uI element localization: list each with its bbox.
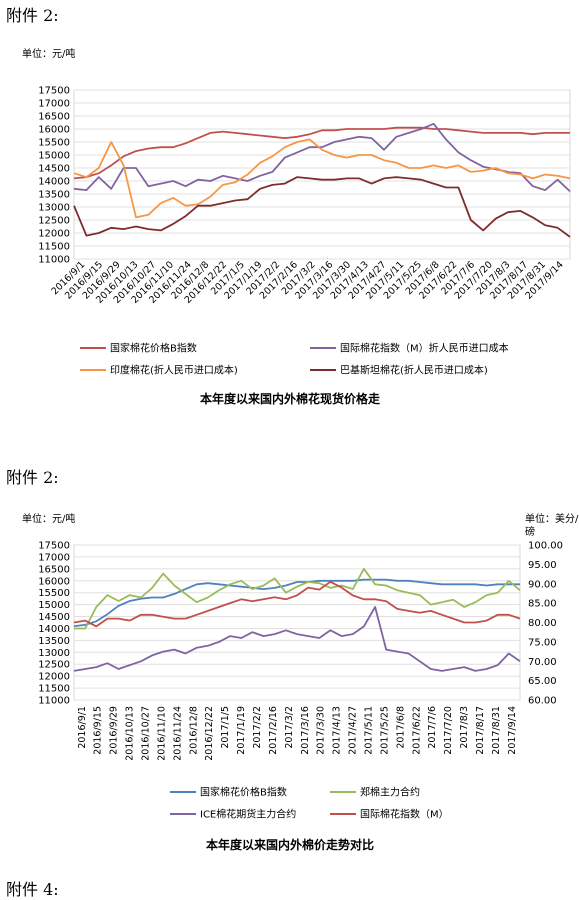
plot-area [73,544,521,701]
y-tick-label: 13000 [38,648,70,659]
x-tick-label: 2017/7/6 [427,706,438,749]
y-tick-label: 16500 [38,112,70,123]
attachment-heading-3: 附件 4: [6,880,59,899]
series-line-3 [73,606,521,672]
y-tick-label: 11500 [38,684,70,695]
spot-price-chart: 单位：元/吨 17500 17000 16500 16000 15500 15000 1450… [22,47,571,406]
y-unit-label: 单位：元/吨 [22,47,75,60]
x-tick-label: 2017/5/11 [363,706,374,755]
y-unit-label: 单位：元/吨 [22,512,75,525]
x-tick-label: 2016/12/22 [204,706,215,761]
x-tick-label: 2017/8/3 [459,706,470,749]
x-tick-label: 2017/8/31 [491,706,502,755]
x-tick-label: 2017/2/16 [268,706,279,755]
series-line-3 [73,138,571,219]
y-right-unit-label: 单位：美分/ [525,512,579,525]
y-tick-label: 16000 [38,125,70,136]
x-tick-label: 2016/11/10 [156,706,167,761]
series-line-4 [73,580,521,628]
y-right-unit-label: 磅 [525,525,535,538]
y-tick-label: 16000 [38,576,70,587]
y-tick-label: 12000 [38,672,70,683]
x-tick-label: 2017/4/13 [332,706,343,755]
x-tick-label: 2017/3/30 [316,706,327,755]
legend-label: 国际棉花指数（M） [360,808,449,821]
y-tick-label: 14000 [38,624,70,635]
x-tick-label: 2017/3/16 [300,706,311,755]
y-right-tick-label: 80.00 [528,618,557,629]
plot-area [73,89,571,260]
y-tick-label: 11500 [38,242,70,253]
y-tick-label: 15500 [38,588,70,599]
y-tick-label: 17500 [38,86,70,97]
x-tick-label: 2016/12/8 [188,706,199,755]
y-tick-label: 13500 [38,190,70,201]
x-tick-label: 2016/11/24 [172,706,183,761]
y-tick-label: 17500 [38,541,70,552]
y-right-tick-label: 60.00 [528,696,557,707]
legend-label: 巴基斯坦棉花(折人民币进口成本) [340,364,488,377]
series-line-2 [74,567,521,630]
y-tick-label: 12500 [38,660,70,671]
y-tick-label: 16500 [38,564,70,575]
y-tick-label: 13000 [38,203,70,214]
y-tick-label: 17000 [38,552,70,563]
series-line-1 [73,126,570,180]
y-right-tick-label: 85.00 [528,599,557,610]
y-tick-label: 14000 [38,177,70,188]
x-tick-label: 2016/9/29 [109,706,120,755]
legend-label: 印度棉花(折人民币进口成本) [110,364,238,377]
chart-title: 本年度以来国内外棉价走势对比 [206,837,374,852]
attachment-heading-2: 附件 2: [6,468,59,487]
x-tick-label: 2017/3/2 [284,706,295,749]
y-tick-label: 14500 [38,612,70,623]
x-tick-label: 2017/5/25 [379,706,390,755]
x-tick-label: 2017/9/14 [507,706,518,755]
x-tick-label: 2016/10/27 [140,706,151,761]
x-tick-label: 2017/1/5 [220,706,231,749]
y-tick-label: 17000 [38,99,70,110]
y-tick-label: 12500 [38,216,70,227]
chart-title: 本年度以来国内外棉花现货价格走 [200,391,380,406]
x-tick-label: 2017/7/20 [443,706,454,755]
series-line-4 [73,176,571,238]
x-tick-label: 2016/9/1 [77,706,88,749]
x-tick-label: 2017/4/27 [348,706,359,755]
x-tick-label: 2017/6/22 [411,706,422,755]
series-line-2 [73,122,571,193]
y-right-tick-label: 70.00 [528,657,557,668]
y-tick-label: 11000 [38,255,70,266]
x-tick-label: 2017/2/2 [252,706,263,749]
x-tick-label: 2017/1/19 [236,706,247,755]
legend-label: 国际棉花指数（M）折人民币进口成本 [340,342,509,355]
price-comparison-chart: 单位：元/吨 单位：美分/磅 175001700016500160001550015… [22,512,579,852]
y-tick-label: 15000 [38,600,70,611]
attachment-heading-1: 附件 2: [6,6,59,25]
x-tick-label: 2017/8/17 [475,706,486,755]
y-tick-label: 12000 [38,229,70,240]
y-tick-label: 14500 [38,164,70,175]
y-right-tick-label: 65.00 [528,676,557,687]
x-tick-label: 2016/10/13 [125,706,136,761]
y-right-tick-label: 100.00 [528,541,563,552]
y-tick-label: 11000 [38,696,70,707]
x-tick-label: 2016/9/15 [93,706,104,755]
legend-label: 国家棉花价格B指数 [200,786,287,799]
series-line-1 [73,578,520,627]
y-right-tick-label: 90.00 [528,579,557,590]
y-tick-label: 15000 [38,151,70,162]
y-right-tick-label: 75.00 [528,637,557,648]
y-tick-label: 13500 [38,636,70,647]
legend-label: ICE棉花期货主力合约 [200,808,296,821]
x-tick-label: 2017/6/8 [395,706,406,749]
y-right-tick-label: 95.00 [528,560,557,571]
legend-label: 郑棉主力合约 [360,786,420,799]
y-tick-label: 15500 [38,138,70,149]
legend-label: 国家棉花价格B指数 [110,342,197,355]
